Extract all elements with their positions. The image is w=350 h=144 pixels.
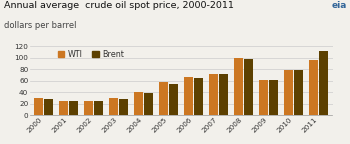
Bar bbox=[294, 70, 303, 115]
Bar bbox=[319, 51, 328, 115]
Bar bbox=[259, 80, 268, 115]
Bar bbox=[109, 98, 118, 115]
Text: dollars per barrel: dollars per barrel bbox=[4, 21, 76, 30]
Bar bbox=[94, 101, 103, 115]
Bar bbox=[169, 84, 178, 115]
Bar bbox=[134, 92, 143, 115]
Bar bbox=[44, 99, 53, 115]
Bar bbox=[184, 77, 193, 115]
Bar bbox=[209, 74, 218, 115]
Bar bbox=[219, 74, 228, 115]
Bar bbox=[285, 70, 293, 115]
Bar bbox=[159, 82, 168, 115]
Bar bbox=[84, 101, 93, 115]
Bar bbox=[69, 101, 78, 115]
Bar bbox=[194, 78, 203, 115]
Bar bbox=[244, 59, 253, 115]
Text: Annual average  crude oil spot price, 2000-2011: Annual average crude oil spot price, 200… bbox=[4, 1, 233, 10]
Bar bbox=[269, 80, 278, 115]
Bar bbox=[234, 58, 243, 115]
Bar bbox=[119, 99, 128, 115]
Bar bbox=[34, 98, 43, 115]
Bar bbox=[144, 93, 153, 115]
Text: eia: eia bbox=[331, 1, 346, 11]
Bar bbox=[59, 101, 68, 115]
Legend: WTI, Brent: WTI, Brent bbox=[58, 50, 124, 59]
Bar bbox=[309, 60, 318, 115]
